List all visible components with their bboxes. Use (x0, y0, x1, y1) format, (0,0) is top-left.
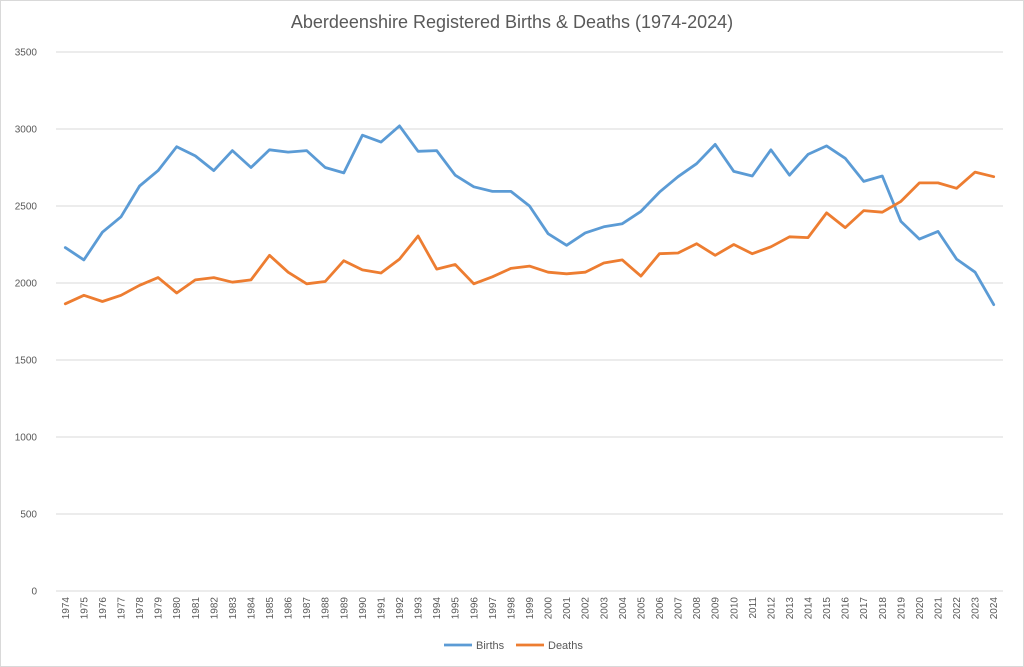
x-tick-label: 2005 (636, 597, 647, 620)
x-tick-label: 1982 (209, 597, 220, 620)
x-tick-label: 1980 (172, 597, 183, 620)
x-tick-label: 1987 (302, 597, 313, 620)
x-tick-label: 2013 (785, 597, 796, 620)
x-tick-label: 1998 (506, 597, 517, 620)
x-tick-label: 1975 (79, 597, 90, 620)
x-tick-label: 1994 (432, 597, 443, 620)
x-tick-label: 1974 (61, 597, 72, 620)
series-line-births (63, 124, 996, 307)
x-tick-label: 2003 (599, 597, 610, 620)
y-tick-label: 0 (31, 587, 37, 598)
x-tick-label: 1977 (116, 597, 127, 620)
x-tick-label: 2015 (822, 597, 833, 620)
x-tick-label: 2006 (655, 597, 666, 620)
y-axis-labels: 0 500 1000 1500 2000 2500 3000 3500 (15, 48, 38, 598)
legend-label-births: Births (476, 640, 505, 652)
series-line-deaths (63, 170, 996, 306)
x-tick-label: 1995 (451, 597, 462, 620)
x-tick-label: 2007 (674, 597, 685, 620)
x-tick-label: 1999 (525, 597, 536, 620)
x-tick-label: 2010 (729, 597, 740, 620)
y-tick-label: 3000 (15, 125, 38, 136)
y-tick-label: 2500 (15, 202, 38, 213)
y-tick-label: 2000 (15, 279, 38, 290)
x-tick-label: 2014 (804, 597, 815, 620)
x-tick-label: 2023 (971, 597, 982, 620)
x-tick-label: 2020 (915, 597, 926, 620)
legend: Births Deaths (444, 640, 583, 652)
x-tick-label: 1989 (339, 597, 350, 620)
x-tick-label: 1988 (321, 597, 332, 620)
grid-lines (56, 51, 1003, 592)
x-tick-label: 1996 (469, 597, 480, 620)
x-tick-label: 1997 (488, 597, 499, 620)
x-tick-label: 1992 (395, 597, 406, 620)
x-tick-label: 2016 (841, 597, 852, 620)
x-tick-label: 2002 (581, 597, 592, 620)
x-tick-label: 1986 (284, 597, 295, 620)
x-tick-label: 2022 (952, 597, 963, 620)
x-tick-label: 1978 (135, 597, 146, 620)
x-tick-label: 1976 (98, 597, 109, 620)
x-tick-label: 1981 (191, 597, 202, 620)
y-tick-label: 3500 (15, 48, 38, 59)
x-axis-labels: 1974 1975 1976 1977 1978 1979 1980 1981 1982 1983… (61, 597, 1000, 620)
x-tick-label: 1985 (265, 597, 276, 620)
x-tick-label: 2018 (878, 597, 889, 620)
series-lines (63, 124, 996, 307)
x-tick-label: 2009 (711, 597, 722, 620)
x-tick-label: 1991 (376, 597, 387, 620)
legend-label-deaths: Deaths (548, 640, 583, 652)
x-tick-label: 2024 (989, 597, 1000, 620)
y-tick-label: 1500 (15, 356, 38, 367)
x-tick-label: 2000 (544, 597, 555, 620)
x-tick-label: 1993 (414, 597, 425, 620)
x-tick-label: 2011 (748, 597, 759, 619)
x-tick-label: 2019 (896, 597, 907, 620)
x-tick-label: 2001 (562, 597, 573, 620)
x-tick-label: 2021 (934, 597, 945, 620)
x-tick-label: 1979 (154, 597, 165, 620)
x-tick-label: 2017 (859, 597, 870, 620)
x-tick-label: 2012 (766, 597, 777, 620)
y-tick-label: 500 (20, 510, 37, 521)
x-tick-label: 2004 (618, 597, 629, 620)
y-tick-label: 1000 (15, 433, 38, 444)
x-tick-label: 2008 (692, 597, 703, 620)
x-tick-label: 1990 (358, 597, 369, 620)
x-tick-label: 1984 (246, 597, 257, 620)
x-tick-label: 1983 (228, 597, 239, 620)
chart-title: Aberdeenshire Registered Births & Deaths… (290, 12, 734, 32)
